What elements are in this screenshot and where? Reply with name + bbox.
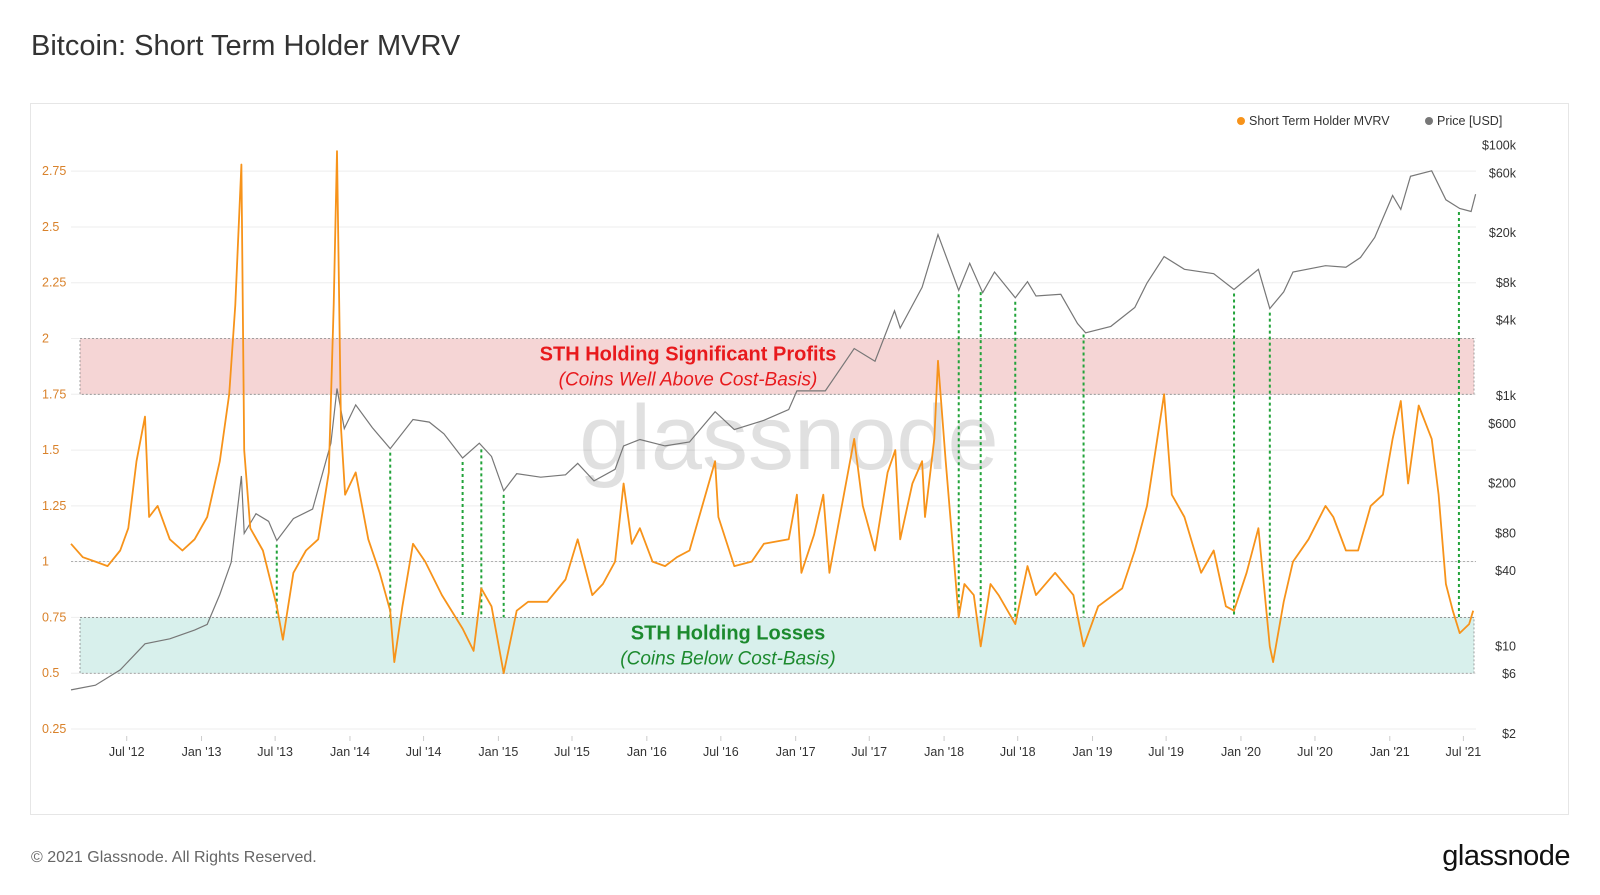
x-tick-label: Jul '15 bbox=[554, 745, 590, 759]
x-tick-label: Jul '21 bbox=[1446, 745, 1482, 759]
x-tick-label: Jul '14 bbox=[406, 745, 442, 759]
price-tick-label: $6 bbox=[1502, 667, 1516, 681]
y-tick-label: 1 bbox=[42, 555, 49, 569]
legend: Short Term Holder MVRV Price [USD] bbox=[1237, 114, 1502, 128]
x-tick-label: Jan '19 bbox=[1073, 745, 1113, 759]
loss-band bbox=[79, 617, 1475, 674]
price-tick-label: $8k bbox=[1496, 276, 1517, 290]
y-tick-label: 1.25 bbox=[42, 499, 66, 513]
page-title: Bitcoin: Short Term Holder MVRV bbox=[31, 30, 461, 62]
price-tick-label: $10 bbox=[1495, 639, 1516, 653]
copyright-text: © 2021 Glassnode. All Rights Reserved. bbox=[31, 849, 317, 866]
glassnode-logo[interactable]: glassnode bbox=[1442, 840, 1570, 872]
profit-band-title: STH Holding Significant Profits bbox=[540, 343, 837, 365]
x-tick-label: Jan '21 bbox=[1370, 745, 1410, 759]
axis-layer: 0.25 0.5 0.75 1 1.25 1.5 1.75 2 2.25 2.5 2.75 $2 $6 $… bbox=[42, 139, 1517, 759]
y-tick-label: 1.5 bbox=[42, 443, 59, 457]
x-tick-label: Jan '13 bbox=[182, 745, 222, 759]
x-tick-label: Jul '17 bbox=[851, 745, 887, 759]
x-tick-label: Jul '19 bbox=[1148, 745, 1184, 759]
chart: glassnode STH Holding Significant Profit… bbox=[42, 114, 1517, 759]
loss-band-subtitle: (Coins Below Cost-Basis) bbox=[620, 648, 835, 669]
profit-band-subtitle: (Coins Well Above Cost-Basis) bbox=[559, 369, 818, 390]
price-tick-label: $600 bbox=[1488, 417, 1516, 431]
x-tick-label: Jul '13 bbox=[257, 745, 293, 759]
x-tick-label: Jul '12 bbox=[109, 745, 145, 759]
y-tick-label: 0.5 bbox=[42, 666, 59, 680]
price-tick-label: $20k bbox=[1489, 226, 1517, 240]
x-tick-label: Jan '17 bbox=[776, 745, 816, 759]
y-tick-label: 0.75 bbox=[42, 610, 66, 624]
y-tick-label: 1.75 bbox=[42, 387, 66, 401]
legend-label-sth: Short Term Holder MVRV bbox=[1249, 114, 1390, 128]
y-tick-label: 0.25 bbox=[42, 722, 66, 736]
chart-panel: glassnode STH Holding Significant Profit… bbox=[30, 103, 1569, 815]
x-tick-label: Jan '16 bbox=[627, 745, 667, 759]
price-tick-label: $1k bbox=[1496, 389, 1517, 403]
loss-band-title: STH Holding Losses bbox=[631, 622, 825, 644]
price-tick-label: $60k bbox=[1489, 166, 1517, 180]
y-tick-label: 2.25 bbox=[42, 276, 66, 290]
price-tick-label: $200 bbox=[1488, 477, 1516, 491]
price-tick-label: $2 bbox=[1502, 727, 1516, 741]
line-layer bbox=[70, 150, 1477, 691]
y-tick-label: 2 bbox=[42, 332, 49, 346]
price-tick-label: $100k bbox=[1482, 139, 1517, 153]
sth-mvrv-line bbox=[70, 150, 1475, 675]
price-tick-label: $4k bbox=[1496, 314, 1517, 328]
legend-swatch-price bbox=[1425, 117, 1433, 125]
x-tick-label: Jan '18 bbox=[924, 745, 964, 759]
price-line bbox=[70, 170, 1477, 691]
band-layer bbox=[79, 338, 1475, 674]
legend-label-price: Price [USD] bbox=[1437, 114, 1502, 128]
profit-band bbox=[79, 338, 1475, 395]
y-tick-label: 2.75 bbox=[42, 164, 66, 178]
y-tick-label: 2.5 bbox=[42, 220, 59, 234]
x-tick-label: Jul '18 bbox=[1000, 745, 1036, 759]
x-tick-label: Jan '20 bbox=[1221, 745, 1261, 759]
x-tick-label: Jul '16 bbox=[703, 745, 739, 759]
watermark: glassnode bbox=[579, 387, 998, 489]
annotation-layer: STH Holding Significant Profits (Coins We… bbox=[540, 343, 837, 669]
x-tick-label: Jan '15 bbox=[478, 745, 518, 759]
x-tick-label: Jan '14 bbox=[330, 745, 370, 759]
price-tick-label: $80 bbox=[1495, 526, 1516, 540]
price-tick-label: $40 bbox=[1495, 564, 1516, 578]
legend-swatch-sth bbox=[1237, 117, 1245, 125]
x-tick-label: Jul '20 bbox=[1297, 745, 1333, 759]
